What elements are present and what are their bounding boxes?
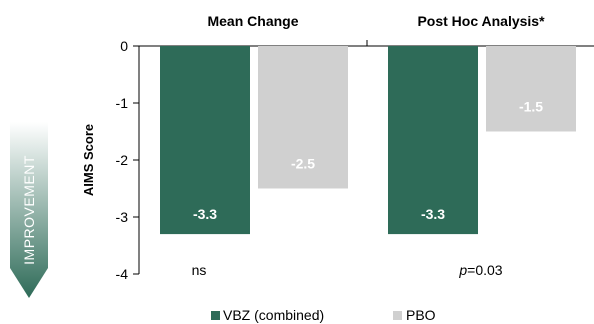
y-tick-label: -4 (116, 266, 129, 282)
bar-value-label: -3.3 (193, 206, 217, 222)
panel-title: Post Hoc Analysis* (417, 13, 545, 29)
improvement-label: IMPROVEMENT (21, 155, 37, 265)
panel-title: Mean Change (207, 13, 298, 29)
bar-pbo (258, 46, 348, 189)
legend: VBZ (combined) PBO (211, 307, 436, 323)
bar-value-label: -2.5 (291, 156, 315, 172)
bar-vbz (388, 46, 478, 235)
significance-annotation: ns (192, 262, 207, 278)
improvement-arrow: IMPROVEMENT (10, 122, 48, 298)
bar-value-label: -1.5 (519, 99, 543, 115)
improvement-arrow-shape (10, 122, 48, 298)
legend-swatch-vbz (211, 311, 220, 320)
y-tick-label: -1 (116, 95, 129, 111)
bar-vbz (160, 46, 250, 235)
panel-1: Mean Change -3.3 -2.5 ns (160, 13, 348, 278)
legend-swatch-pbo (393, 311, 402, 320)
bar-value-label: -3.3 (421, 206, 445, 222)
panel-2: Post Hoc Analysis* -3.3 -1.5 p=0.03 (388, 13, 576, 278)
y-tick-label: -2 (116, 152, 129, 168)
bar-pbo (486, 46, 576, 132)
y-tick-label: -3 (116, 209, 129, 225)
significance-annotation: p=0.03 (458, 262, 502, 278)
legend-label-pbo: PBO (406, 307, 436, 323)
y-axis-label: AIMS Score (81, 124, 96, 196)
legend-label-vbz: VBZ (combined) (223, 307, 324, 323)
y-tick-label: 0 (120, 38, 128, 54)
